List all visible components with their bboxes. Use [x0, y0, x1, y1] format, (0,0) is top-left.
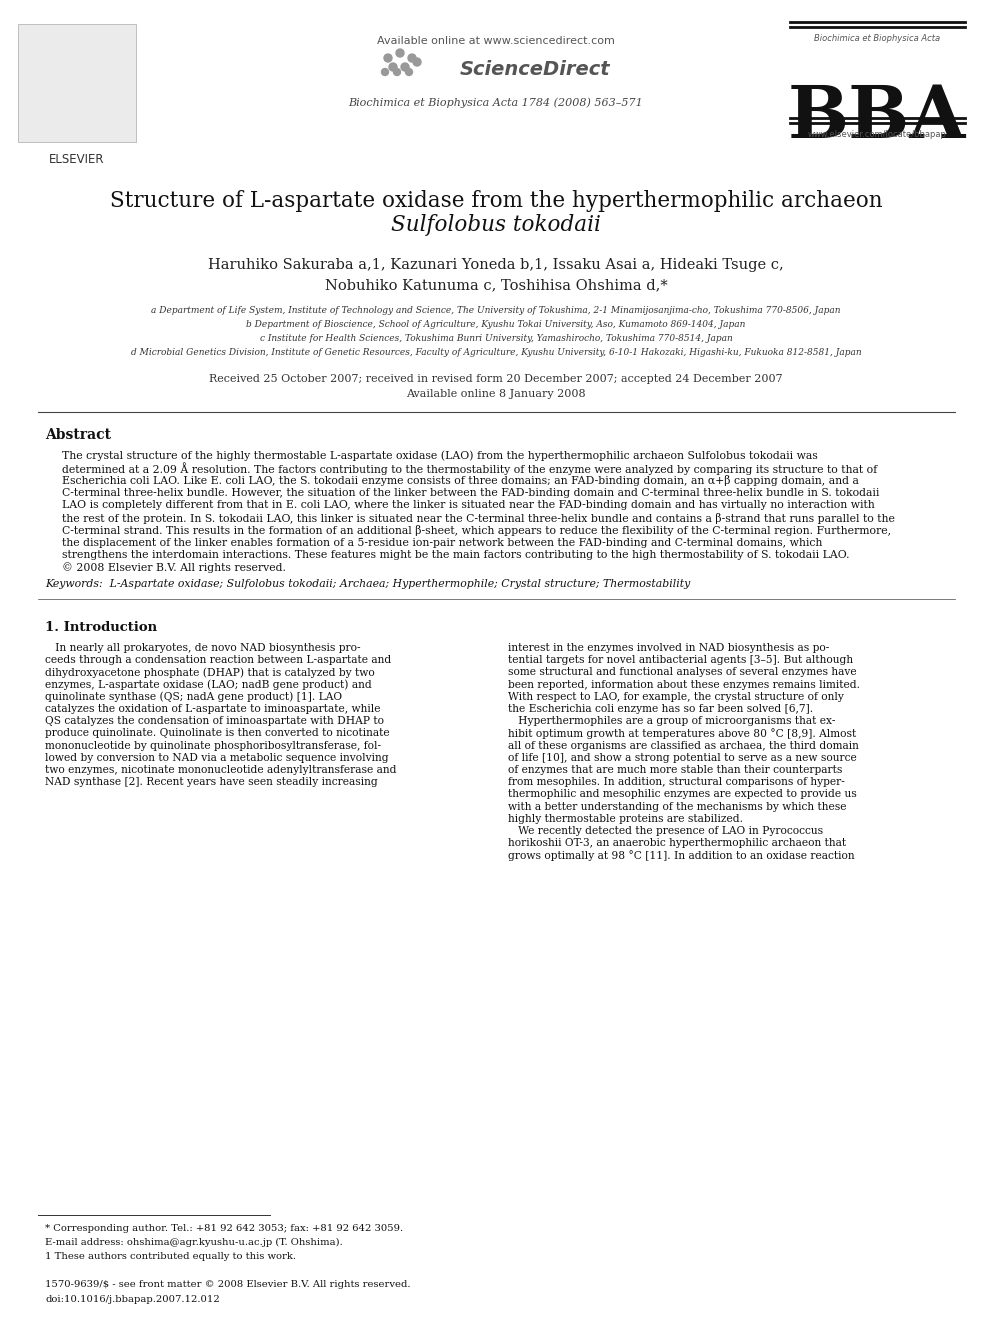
Text: enzymes, L-aspartate oxidase (LAO; nadB gene product) and: enzymes, L-aspartate oxidase (LAO; nadB …: [45, 680, 372, 691]
Text: some structural and functional analyses of several enzymes have: some structural and functional analyses …: [508, 667, 857, 677]
Text: the displacement of the linker enables formation of a 5-residue ion-pair network: the displacement of the linker enables f…: [62, 537, 822, 548]
Circle shape: [406, 69, 413, 75]
Text: Haruhiko Sakuraba a,1, Kazunari Yoneda b,1, Issaku Asai a, Hideaki Tsuge c,: Haruhiko Sakuraba a,1, Kazunari Yoneda b…: [208, 258, 784, 273]
Circle shape: [413, 58, 421, 66]
Text: C-terminal strand. This results in the formation of an additional β-sheet, which: C-terminal strand. This results in the f…: [62, 525, 891, 536]
Text: lowed by conversion to NAD via a metabolic sequence involving: lowed by conversion to NAD via a metabol…: [45, 753, 389, 763]
Text: Structure of L-aspartate oxidase from the hyperthermophilic archaeon: Structure of L-aspartate oxidase from th…: [110, 191, 882, 212]
Text: from mesophiles. In addition, structural comparisons of hyper-: from mesophiles. In addition, structural…: [508, 777, 845, 787]
Circle shape: [401, 64, 409, 71]
Circle shape: [394, 69, 401, 75]
Text: We recently detected the presence of LAO in Pyrococcus: We recently detected the presence of LAO…: [508, 826, 823, 836]
Text: NAD synthase [2]. Recent years have seen steadily increasing: NAD synthase [2]. Recent years have seen…: [45, 777, 378, 787]
Text: tential targets for novel antibacterial agents [3–5]. But although: tential targets for novel antibacterial …: [508, 655, 853, 665]
Text: The crystal structure of the highly thermostable L-aspartate oxidase (LAO) from : The crystal structure of the highly ther…: [62, 450, 817, 460]
Text: Sulfolobus tokodaii: Sulfolobus tokodaii: [391, 214, 601, 235]
Text: strengthens the interdomain interactions. These features might be the main facto: strengthens the interdomain interactions…: [62, 550, 849, 560]
Text: of life [10], and show a strong potential to serve as a new source: of life [10], and show a strong potentia…: [508, 753, 857, 763]
Text: catalyzes the oxidation of L-aspartate to iminoaspartate, while: catalyzes the oxidation of L-aspartate t…: [45, 704, 381, 714]
Text: 1570-9639/$ - see front matter © 2008 Elsevier B.V. All rights reserved.: 1570-9639/$ - see front matter © 2008 El…: [45, 1279, 411, 1289]
Text: thermophilic and mesophilic enzymes are expected to provide us: thermophilic and mesophilic enzymes are …: [508, 790, 857, 799]
Text: 1. Introduction: 1. Introduction: [45, 620, 157, 634]
Text: © 2008 Elsevier B.V. All rights reserved.: © 2008 Elsevier B.V. All rights reserved…: [62, 562, 286, 573]
Text: doi:10.1016/j.bbapap.2007.12.012: doi:10.1016/j.bbapap.2007.12.012: [45, 1295, 220, 1304]
Text: d Microbial Genetics Division, Institute of Genetic Resources, Faculty of Agricu: d Microbial Genetics Division, Institute…: [131, 348, 861, 357]
FancyBboxPatch shape: [18, 24, 136, 142]
Text: Hyperthermophiles are a group of microorganisms that ex-: Hyperthermophiles are a group of microor…: [508, 716, 835, 726]
Text: been reported, information about these enzymes remains limited.: been reported, information about these e…: [508, 680, 860, 689]
Text: of enzymes that are much more stable than their counterparts: of enzymes that are much more stable tha…: [508, 765, 842, 775]
Text: hibit optimum growth at temperatures above 80 °C [8,9]. Almost: hibit optimum growth at temperatures abo…: [508, 729, 856, 740]
Text: the rest of the protein. In S. tokodaii LAO, this linker is situated near the C-: the rest of the protein. In S. tokodaii …: [62, 512, 895, 524]
Text: In nearly all prokaryotes, de novo NAD biosynthesis pro-: In nearly all prokaryotes, de novo NAD b…: [45, 643, 361, 654]
Circle shape: [396, 49, 404, 57]
Text: two enzymes, nicotinate mononucleotide adenylyltransferase and: two enzymes, nicotinate mononucleotide a…: [45, 765, 397, 775]
Text: dihydroxyacetone phosphate (DHAP) that is catalyzed by two: dihydroxyacetone phosphate (DHAP) that i…: [45, 667, 375, 677]
Text: highly thermostable proteins are stabilized.: highly thermostable proteins are stabili…: [508, 814, 743, 824]
Text: with a better understanding of the mechanisms by which these: with a better understanding of the mecha…: [508, 802, 846, 811]
Text: the Escherichia coli enzyme has so far been solved [6,7].: the Escherichia coli enzyme has so far b…: [508, 704, 813, 714]
Text: determined at a 2.09 Å resolution. The factors contributing to the thermostabili: determined at a 2.09 Å resolution. The f…: [62, 463, 877, 475]
Text: all of these organisms are classified as archaea, the third domain: all of these organisms are classified as…: [508, 741, 859, 750]
Text: Escherichia coli LAO. Like E. coli LAO, the S. tokodaii enzyme consists of three: Escherichia coli LAO. Like E. coli LAO, …: [62, 475, 859, 486]
Text: quinolinate synthase (QS; nadA gene product) [1]. LAO: quinolinate synthase (QS; nadA gene prod…: [45, 692, 342, 703]
Text: ELSEVIER: ELSEVIER: [50, 153, 105, 165]
Text: www.elsevier.com/locate/bbapap: www.elsevier.com/locate/bbapap: [807, 130, 946, 139]
Text: Available online 8 January 2008: Available online 8 January 2008: [406, 389, 586, 400]
Text: QS catalyzes the condensation of iminoaspartate with DHAP to: QS catalyzes the condensation of iminoas…: [45, 716, 384, 726]
Text: grows optimally at 98 °C [11]. In addition to an oxidase reaction: grows optimally at 98 °C [11]. In additi…: [508, 851, 855, 861]
Text: ScienceDirect: ScienceDirect: [460, 60, 611, 79]
Text: Abstract: Abstract: [45, 429, 111, 442]
Circle shape: [408, 54, 416, 62]
Text: c Institute for Health Sciences, Tokushima Bunri University, Yamashirocho, Tokus: c Institute for Health Sciences, Tokushi…: [260, 333, 732, 343]
Text: Nobuhiko Katunuma c, Toshihisa Ohshima d,*: Nobuhiko Katunuma c, Toshihisa Ohshima d…: [324, 278, 668, 292]
Text: produce quinolinate. Quinolinate is then converted to nicotinate: produce quinolinate. Quinolinate is then…: [45, 729, 390, 738]
Text: b Department of Bioscience, School of Agriculture, Kyushu Tokai University, Aso,: b Department of Bioscience, School of Ag…: [246, 320, 746, 329]
Circle shape: [389, 64, 397, 71]
Text: interest in the enzymes involved in NAD biosynthesis as po-: interest in the enzymes involved in NAD …: [508, 643, 829, 654]
Text: Biochimica et Biophysica Acta: Biochimica et Biophysica Acta: [814, 34, 940, 44]
Text: a Department of Life System, Institute of Technology and Science, The University: a Department of Life System, Institute o…: [151, 306, 841, 315]
Text: Received 25 October 2007; received in revised form 20 December 2007; accepted 24: Received 25 October 2007; received in re…: [209, 374, 783, 384]
Circle shape: [382, 69, 389, 75]
Text: Keywords:  L-Aspartate oxidase; Sulfolobus tokodaii; Archaea; Hyperthermophile; : Keywords: L-Aspartate oxidase; Sulfolobu…: [45, 579, 690, 589]
Text: E-mail address: ohshima@agr.kyushu-u.ac.jp (T. Ohshima).: E-mail address: ohshima@agr.kyushu-u.ac.…: [45, 1238, 343, 1248]
Text: Biochimica et Biophysica Acta 1784 (2008) 563–571: Biochimica et Biophysica Acta 1784 (2008…: [348, 97, 644, 107]
Text: mononucleotide by quinolinate phosphoribosyltransferase, fol-: mononucleotide by quinolinate phosphorib…: [45, 741, 381, 750]
Text: 1 These authors contributed equally to this work.: 1 These authors contributed equally to t…: [45, 1252, 296, 1261]
Text: BBA: BBA: [788, 82, 966, 153]
Text: C-terminal three-helix bundle. However, the situation of the linker between the : C-terminal three-helix bundle. However, …: [62, 487, 879, 497]
Text: Available online at www.sciencedirect.com: Available online at www.sciencedirect.co…: [377, 36, 615, 46]
Text: ceeds through a condensation reaction between L-aspartate and: ceeds through a condensation reaction be…: [45, 655, 391, 665]
Text: * Corresponding author. Tel.: +81 92 642 3053; fax: +81 92 642 3059.: * Corresponding author. Tel.: +81 92 642…: [45, 1224, 403, 1233]
Text: With respect to LAO, for example, the crystal structure of only: With respect to LAO, for example, the cr…: [508, 692, 844, 701]
Text: LAO is completely different from that in E. coli LAO, where the linker is situat: LAO is completely different from that in…: [62, 500, 875, 509]
Text: horikoshii OT-3, an anaerobic hyperthermophilic archaeon that: horikoshii OT-3, an anaerobic hypertherm…: [508, 839, 846, 848]
Circle shape: [384, 54, 392, 62]
